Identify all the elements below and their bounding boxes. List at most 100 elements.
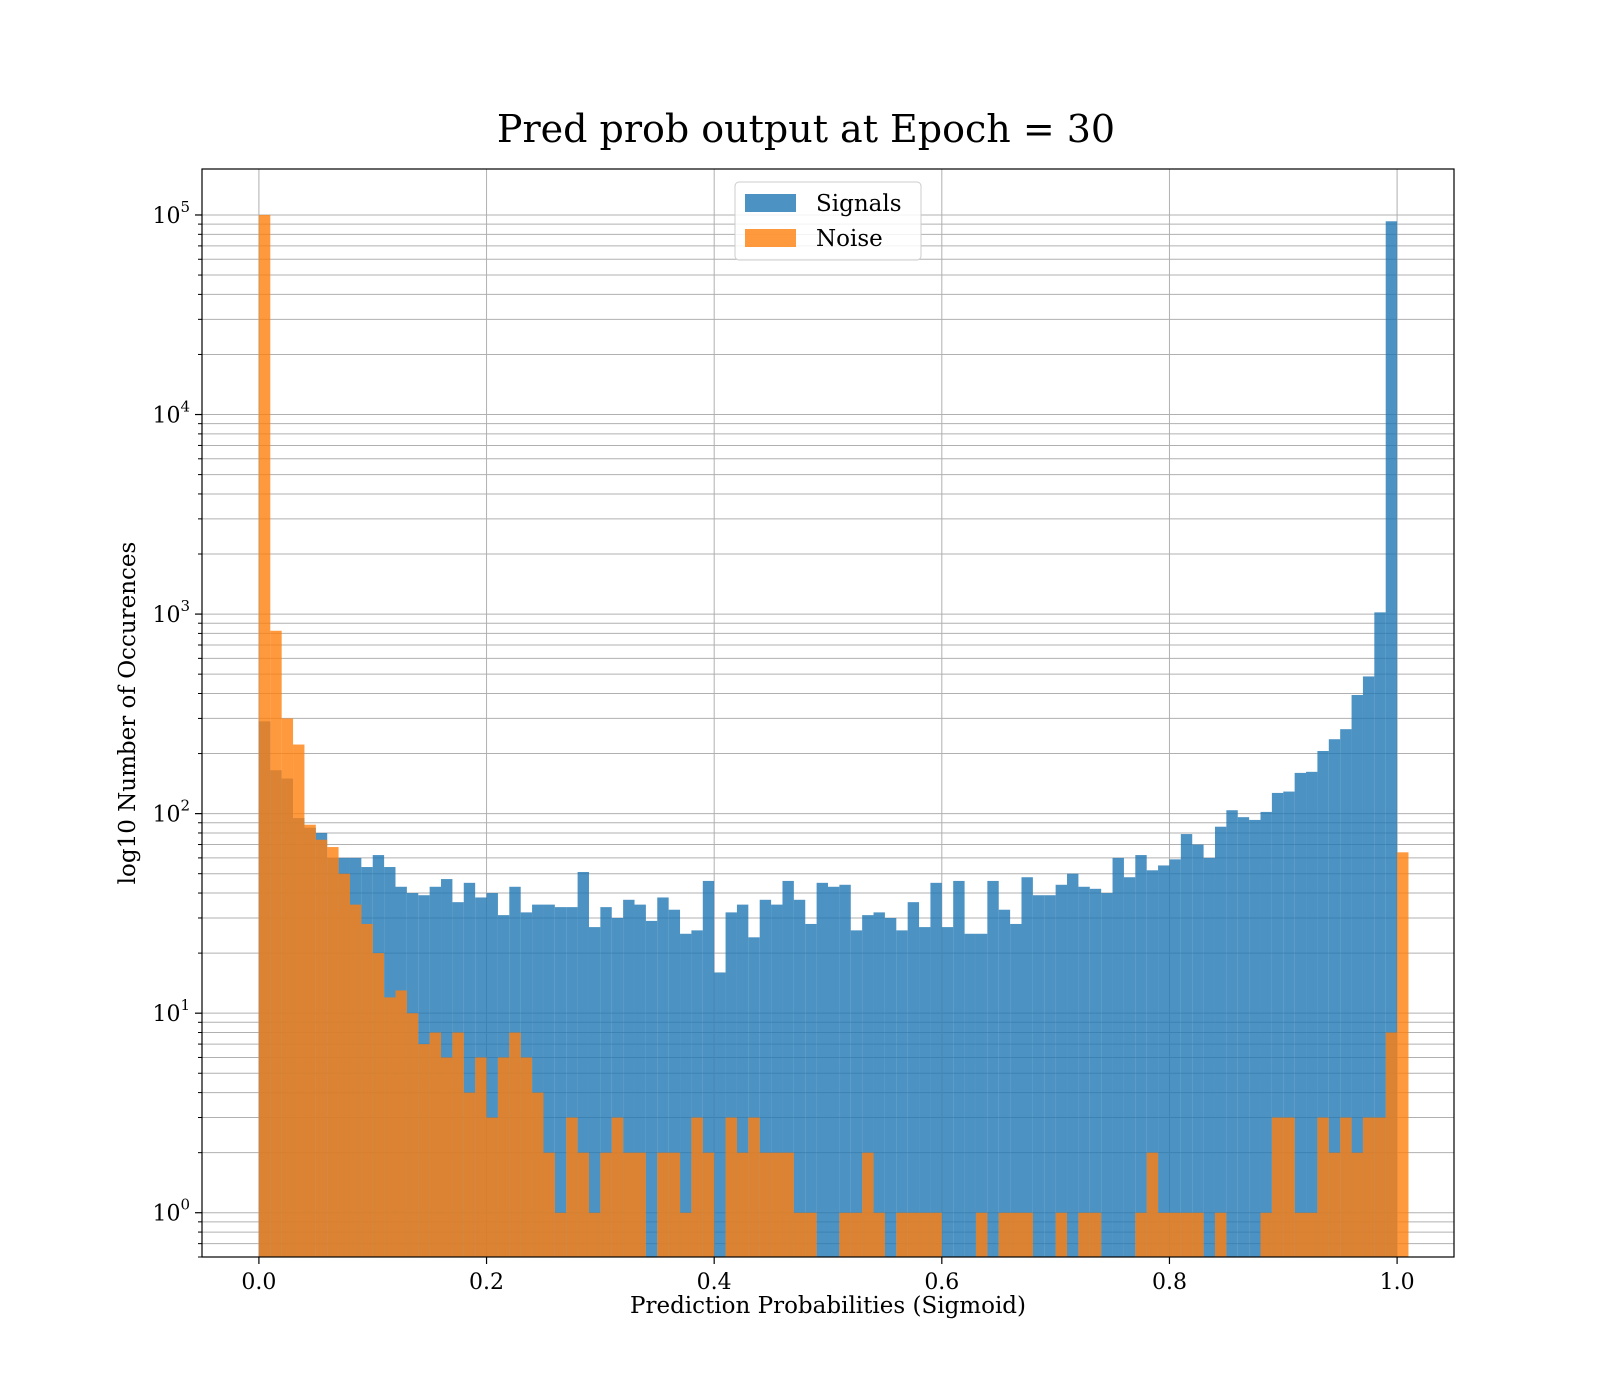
x-tick-label: 0.6 (924, 1270, 959, 1295)
signals-bar (1317, 751, 1329, 1257)
signals-bar (805, 923, 817, 1257)
noise-bar (1306, 1212, 1318, 1257)
noise-bar (919, 1212, 931, 1257)
signals-bar (1123, 877, 1136, 1257)
signals-bar (793, 899, 806, 1257)
noise-bar (315, 839, 328, 1257)
signals-bar (736, 904, 749, 1257)
noise-bar (975, 1212, 988, 1257)
noise-bar (839, 1212, 851, 1257)
noise-bar (1089, 1212, 1102, 1257)
signals-bar (771, 904, 783, 1257)
signals-bar (486, 893, 498, 1257)
signals-bar (987, 880, 999, 1257)
noise-bar (1146, 1152, 1159, 1257)
signals-bar (850, 930, 863, 1257)
legend-label: Noise (816, 226, 883, 252)
signals-bar (1362, 676, 1375, 1257)
noise-bar (805, 1212, 817, 1257)
noise-bar (543, 1152, 555, 1257)
signals-bar (953, 880, 965, 1257)
signals-bar (1078, 886, 1090, 1257)
noise-bar (497, 1057, 510, 1257)
signals-bar (1180, 834, 1193, 1257)
noise-bar (1260, 1212, 1272, 1257)
signals-bar (1283, 791, 1295, 1257)
signals-bar (1340, 729, 1352, 1257)
x-tick-label: 0.2 (469, 1270, 504, 1295)
noise-bar (1362, 1117, 1375, 1257)
signals-bar (543, 904, 555, 1257)
noise-bar (452, 1032, 464, 1257)
noise-bar (395, 990, 407, 1257)
signals-bar (919, 927, 931, 1257)
signals-bar (1135, 855, 1147, 1257)
y-tick-label: 104 (152, 398, 190, 429)
signals-bar (1260, 811, 1272, 1257)
noise-bar (1283, 1117, 1295, 1257)
noise-bar (281, 718, 294, 1257)
x-axis-ticks: 0.0 0.2 0.4 0.6 0.8 1.0 (241, 1257, 1415, 1295)
noise-bar (349, 904, 362, 1257)
y-tick-label: 102 (152, 797, 190, 828)
noise-bar (1135, 1212, 1147, 1257)
noise-bar (668, 1152, 681, 1257)
noise-bar (327, 847, 339, 1257)
legend-swatch (745, 194, 796, 212)
noise-bar (600, 1152, 612, 1257)
noise-bar (1340, 1117, 1352, 1257)
signals-bar (691, 930, 703, 1257)
y-tick-label: 103 (152, 597, 190, 628)
noise-bar (588, 1212, 601, 1257)
signals-bar (1089, 888, 1102, 1257)
signals-bar (1146, 870, 1159, 1257)
noise-bar (1317, 1117, 1329, 1257)
noise-bar (384, 997, 396, 1257)
legend-label: Signals (816, 191, 902, 217)
signals-bar (577, 871, 589, 1257)
signals-bar (1249, 819, 1261, 1257)
signals-bar (1214, 826, 1227, 1257)
signals-bar (600, 907, 612, 1257)
signals-bar (964, 933, 976, 1257)
noise-bar (680, 1212, 692, 1257)
noise-bar (441, 1057, 453, 1257)
signals-bar (702, 880, 715, 1257)
signals-bar (680, 933, 692, 1257)
noise-bar (896, 1212, 908, 1257)
legend-swatch (745, 229, 796, 247)
noise-bar (532, 1092, 544, 1257)
noise-bar (1010, 1212, 1022, 1257)
noise-bar (611, 1117, 624, 1257)
signals-bar (657, 897, 669, 1257)
noise-bar (759, 1152, 772, 1257)
noise-bar (998, 1212, 1011, 1257)
noise-bar (1192, 1212, 1204, 1257)
noise-bar (520, 1057, 533, 1257)
x-tick-label: 1.0 (1380, 1270, 1415, 1295)
noise-bar (361, 923, 373, 1257)
signals-bar (1374, 612, 1386, 1257)
signals-bar (634, 904, 646, 1257)
signals-bar (1044, 895, 1056, 1257)
signals-bar (532, 904, 544, 1257)
signals-bar (588, 927, 601, 1257)
noise-bar (862, 1152, 874, 1257)
noise-bar (293, 744, 305, 1257)
signals-bar (566, 907, 578, 1257)
signals-bar (554, 907, 567, 1257)
signals-bar (975, 933, 988, 1257)
signals-bar (668, 909, 681, 1257)
x-axis-label: Prediction Probabilities (Sigmoid) (630, 1293, 1026, 1319)
noise-bar (1351, 1152, 1363, 1257)
noise-bar (691, 1117, 703, 1257)
noise-bar (1021, 1212, 1033, 1257)
signals-bar (998, 909, 1011, 1257)
noise-bar (1169, 1212, 1181, 1257)
noise-bar (1374, 1117, 1386, 1257)
noise-bar (782, 1152, 794, 1257)
plot-area-frame (201, 168, 1455, 1258)
signals-bar (1169, 859, 1181, 1257)
noise-bar (1385, 1032, 1398, 1257)
y-tick-label: 101 (152, 996, 190, 1027)
